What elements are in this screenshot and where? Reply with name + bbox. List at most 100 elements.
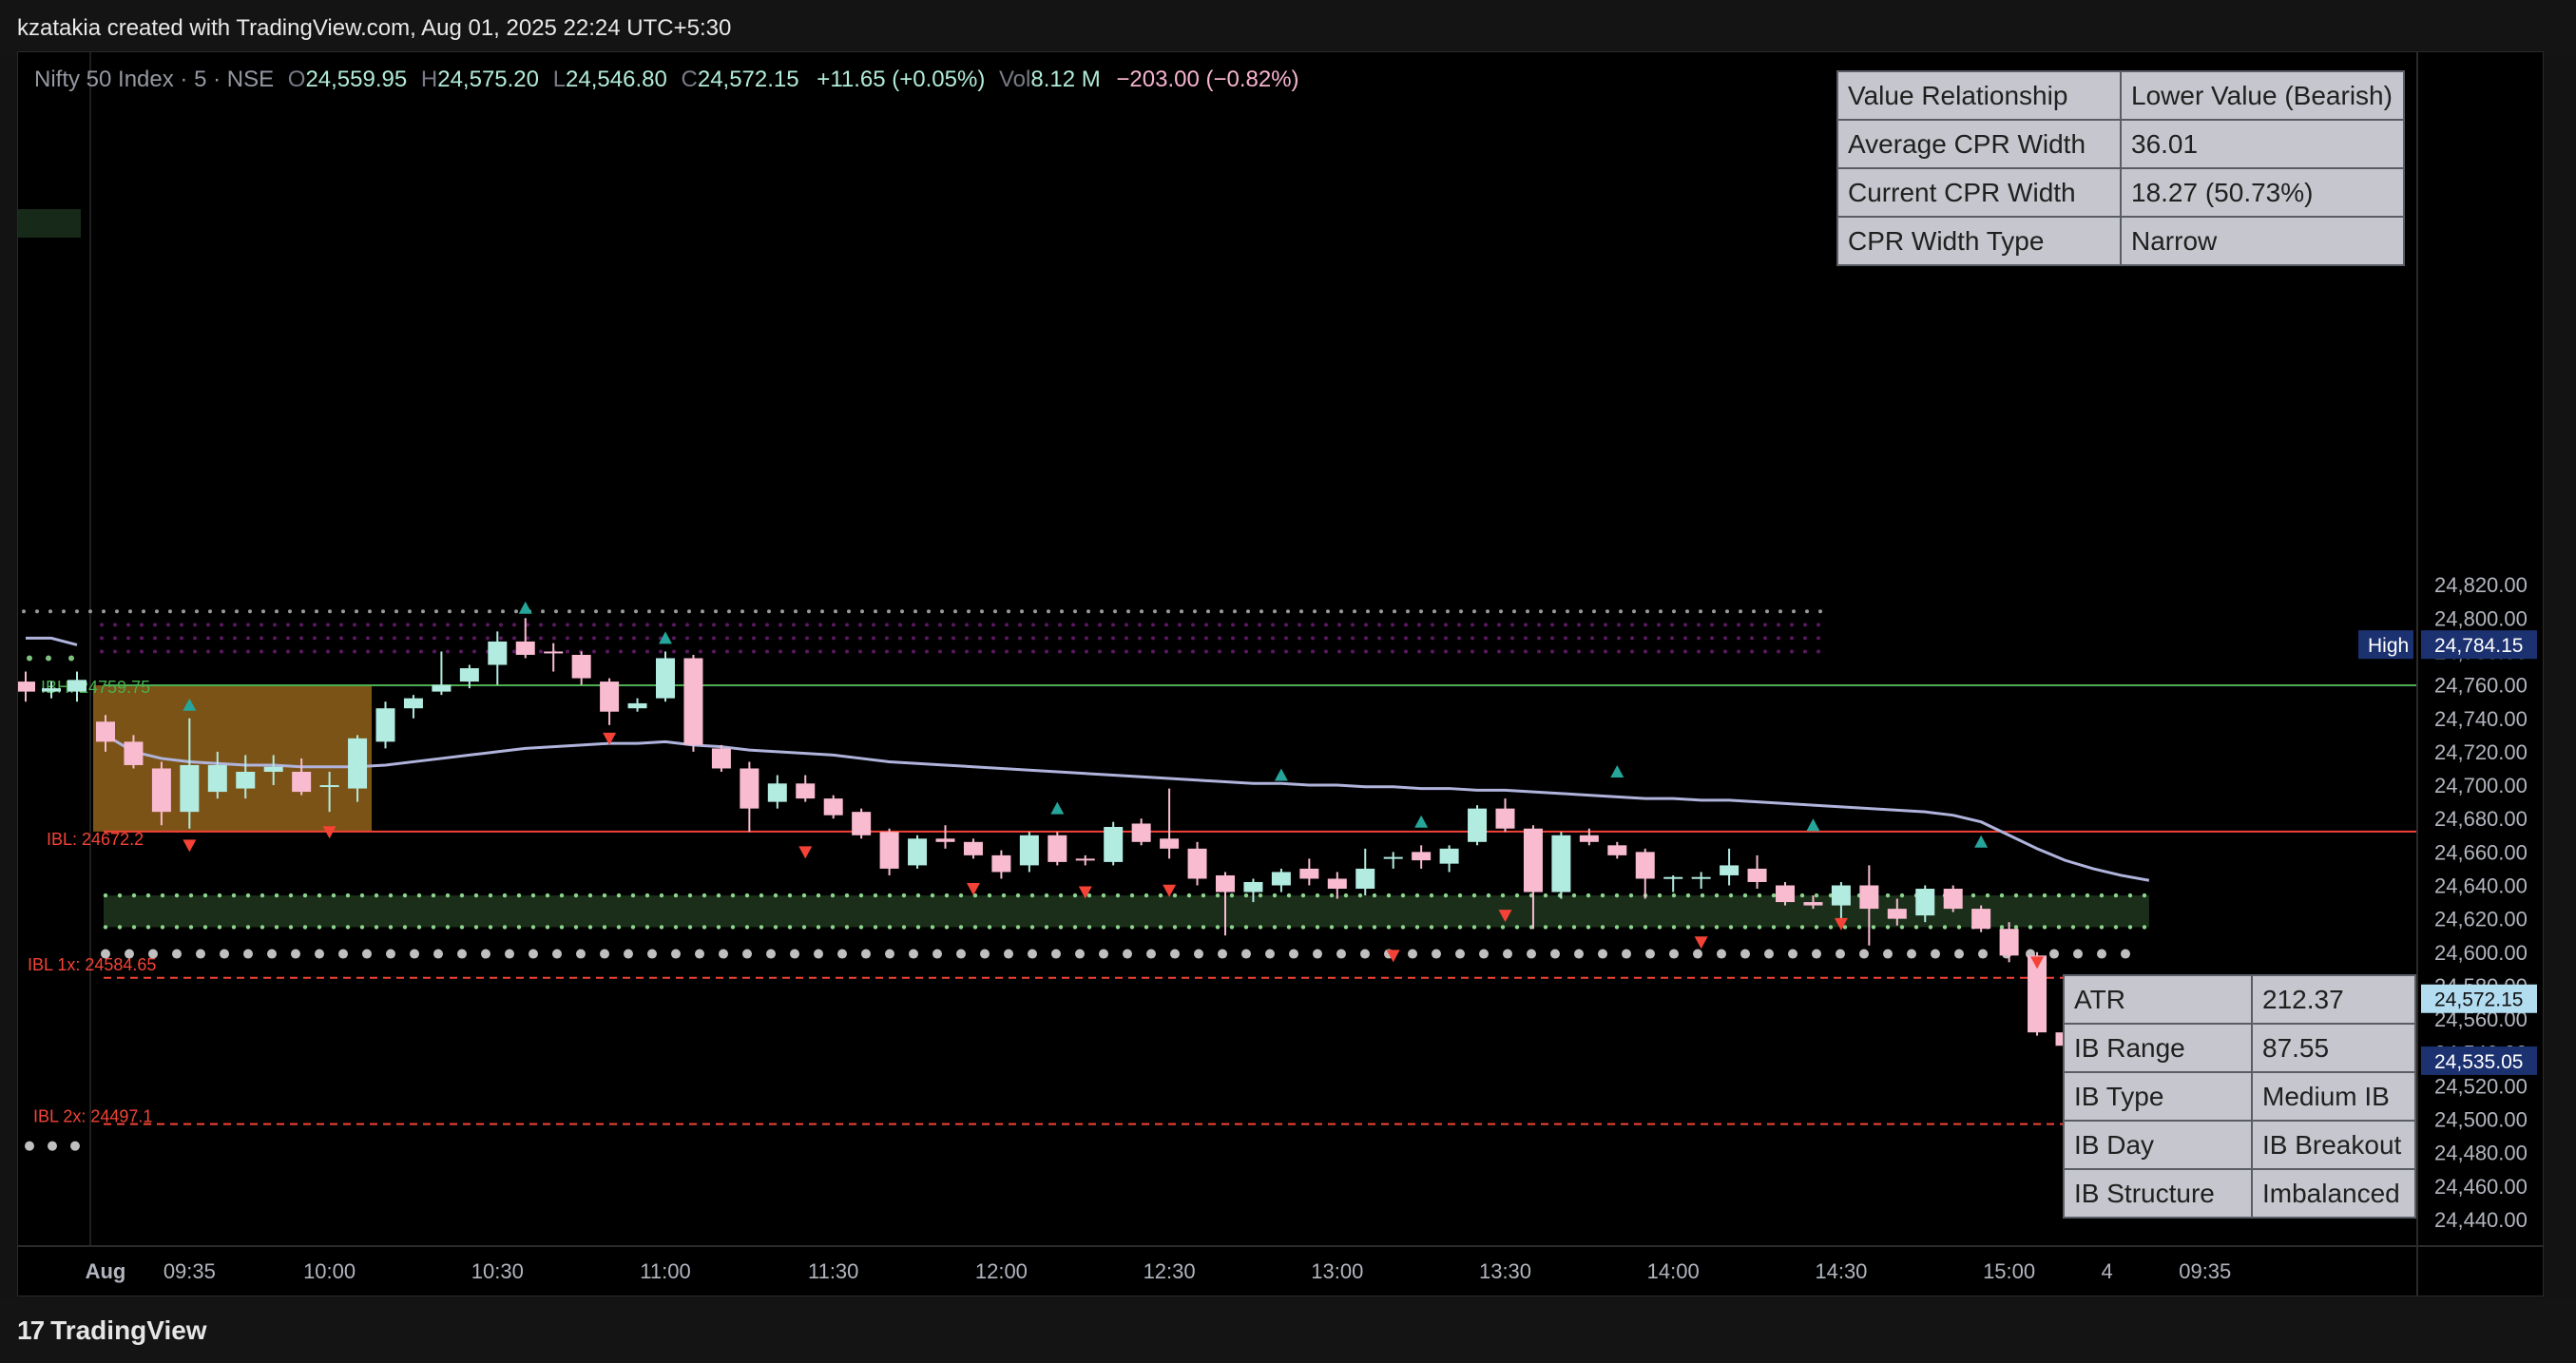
prior-pivot-dot — [1778, 609, 1782, 614]
prior-pivot-dot — [820, 609, 824, 614]
cpr-top-dot — [887, 893, 893, 898]
pivot-dot — [1336, 949, 1346, 959]
prior-pivot-dot — [1351, 636, 1355, 641]
candlestick-chart[interactable]: IBH: 24759.75 IBL: 24672.2 IBL 1x: 24584.6… — [18, 52, 2543, 1296]
candle — [207, 764, 227, 793]
prior-pivot-dot — [1286, 609, 1290, 614]
prior-pivot-dot — [1750, 649, 1754, 654]
pivot-dot — [1836, 949, 1845, 959]
prior-pivot-dot — [552, 636, 556, 641]
prior-pivot-dot — [193, 649, 197, 654]
prior-pivot-dot — [1153, 609, 1157, 614]
cpr-top-dot — [1685, 893, 1691, 898]
prior-pivot-dot — [541, 609, 545, 614]
down-arrow-icon — [1694, 936, 1708, 950]
cpr-top-dot — [1400, 893, 1406, 898]
pivot-dot — [1432, 949, 1441, 959]
table-row: IB Type Medium IB — [2063, 1071, 2416, 1122]
prior-pivot-dot — [1271, 649, 1275, 654]
prior-pivot-dot — [1592, 609, 1596, 614]
prior-pivot-dot — [1459, 609, 1463, 614]
prior-pivot-dot — [339, 649, 343, 654]
cpr-bottom-dot — [1443, 925, 1449, 930]
cpr-bottom-dot — [1129, 925, 1135, 930]
prior-pivot-dot — [273, 623, 277, 627]
up-arrow-icon — [659, 631, 672, 644]
brand-name: TradingView — [50, 1315, 207, 1345]
prior-pivot-dot — [1071, 636, 1075, 641]
prior-pivot-dot — [1113, 609, 1117, 614]
cpr-top-dot — [2127, 893, 2133, 898]
prior-pivot-dot — [1510, 649, 1514, 654]
cpr-bottom-dot — [1315, 925, 1320, 930]
prior-pivot-dot — [260, 636, 263, 641]
prior-pivot-dot — [1723, 636, 1727, 641]
price-tag-bg — [2421, 984, 2537, 1013]
cpr-bottom-dot — [2085, 925, 2090, 930]
cpr-bottom-dot — [730, 925, 736, 930]
candle — [1887, 909, 1907, 919]
prior-pivot-dot — [339, 623, 343, 627]
prior-pivot-dot — [925, 623, 929, 627]
open-label: O — [287, 67, 306, 92]
cpr-bottom-dot — [858, 925, 864, 930]
cpr-top-dot — [1029, 893, 1035, 898]
cpr-bottom-dot — [1785, 925, 1791, 930]
cpr-top-dot — [744, 893, 750, 898]
prior-pivot-dot — [313, 636, 317, 641]
cpr-top-dot — [1728, 893, 1734, 898]
cpr-top-dot — [502, 893, 508, 898]
prior-pivot-dot — [488, 609, 491, 614]
prior-pivot-dot — [394, 609, 398, 614]
cpr-top-dot — [2099, 893, 2105, 898]
prior-pivot-dot — [991, 636, 995, 641]
candle — [432, 684, 452, 692]
prior-pivot-dot — [208, 609, 212, 614]
prior-pivot-dot — [754, 609, 758, 614]
symbol-label[interactable]: Nifty 50 Index · 5 · NSE — [34, 67, 275, 92]
x-tick-label: 4 — [2102, 1259, 2113, 1283]
prior-pivot-dot — [180, 649, 183, 654]
prior-pivot-dot — [1417, 623, 1421, 627]
prior-pivot-dot — [1644, 636, 1647, 641]
prior-pivot-dot — [368, 609, 372, 614]
cpr-info-table: Value Relationship Lower Value (Bearish) … — [1836, 70, 2405, 266]
prior-pivot-dot — [712, 636, 716, 641]
prior-pivot-dot — [832, 623, 836, 627]
candle — [459, 668, 479, 682]
cpr-bottom-dot — [2013, 925, 2019, 930]
candle — [1691, 876, 1711, 879]
pivot-dot — [1455, 949, 1465, 959]
prior-pivot-dot — [1417, 636, 1421, 641]
pivot-dot — [148, 949, 158, 959]
prior-pivot-dot — [419, 636, 423, 641]
table-row: Current CPR Width 18.27 (50.73%) — [1836, 167, 2405, 218]
cpr-bottom-dot — [930, 925, 935, 930]
prior-pivot-dot — [1299, 609, 1303, 614]
cpr-top-dot — [1343, 893, 1349, 898]
y-tick-label: 24,740.00 — [2434, 707, 2528, 731]
prior-pivot-dot — [153, 623, 157, 627]
y-tick-label: 24,440.00 — [2434, 1208, 2528, 1232]
pivot-dot — [695, 949, 704, 959]
cpr-top-dot — [1999, 893, 2005, 898]
price-tag-value: 24,572.15 — [2434, 989, 2523, 1011]
x-tick-label: 11:30 — [808, 1259, 858, 1283]
low-label: L — [552, 67, 567, 92]
pivot-dot — [2073, 949, 2083, 959]
cpr-bottom-dot — [1685, 925, 1691, 930]
cpr-top-dot — [673, 893, 679, 898]
prior-pivot-dot — [299, 623, 303, 627]
prior-pivot-dot — [1605, 609, 1609, 614]
prior-pivot-dot — [180, 623, 183, 627]
prior-pivot-dot — [315, 609, 318, 614]
table-cell: IB Breakout — [2251, 1120, 2416, 1170]
prior-pivot-dot — [1524, 623, 1528, 627]
tradingview-logo[interactable]: 17 TradingView — [17, 1315, 207, 1346]
cpr-bottom-dot — [231, 925, 237, 930]
candle — [1383, 856, 1403, 859]
cpr-top-dot — [188, 893, 194, 898]
candle — [1831, 885, 1851, 906]
prior-pivot-dot — [62, 609, 66, 614]
pivot-dot — [2097, 949, 2106, 959]
